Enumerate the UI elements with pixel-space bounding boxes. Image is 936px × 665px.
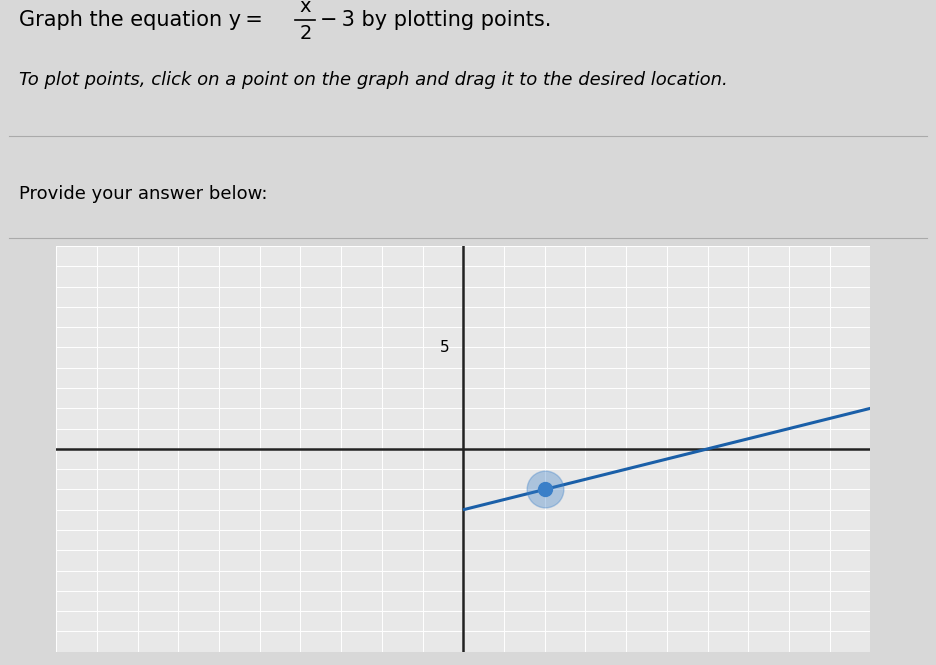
Point xyxy=(537,484,552,495)
Text: Graph the equation y =: Graph the equation y = xyxy=(19,10,267,30)
Text: To plot points, click on a point on the graph and drag it to the desired locatio: To plot points, click on a point on the … xyxy=(19,70,727,89)
Point xyxy=(537,484,552,495)
Text: − 3 by plotting points.: − 3 by plotting points. xyxy=(320,10,551,30)
Text: Provide your answer below:: Provide your answer below: xyxy=(19,185,267,203)
Text: 5: 5 xyxy=(439,340,449,355)
Text: x: x xyxy=(300,0,311,16)
Text: 2: 2 xyxy=(300,24,312,43)
